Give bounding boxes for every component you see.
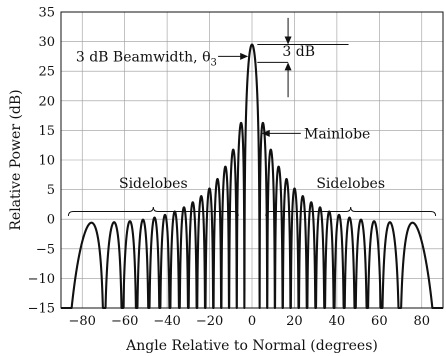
sidelobes-right-brace — [265, 206, 437, 217]
y-tick-label: 25 — [38, 65, 55, 80]
y-axis-label: Relative Power (dB) — [8, 89, 24, 230]
x-tick-label: −60 — [111, 314, 138, 329]
sidelobes-left-brace — [67, 206, 239, 217]
radiation-pattern-line — [60, 43, 444, 310]
x-tick-label: −80 — [69, 314, 96, 329]
x-axis-ticks: −80 −60 −40 −20 0 20 40 60 80 — [69, 314, 431, 329]
y-tick-label: −5 — [36, 242, 55, 257]
y-tick-label: −10 — [28, 272, 55, 287]
three-db-marker — [257, 17, 349, 98]
y-tick-label: 35 — [38, 6, 55, 21]
three-db-arrow-heads — [284, 36, 292, 71]
x-tick-label: 80 — [414, 314, 431, 329]
y-tick-label: 0 — [47, 213, 55, 228]
sidelobes-right-label: Sidelobes — [316, 176, 385, 192]
grid — [61, 11, 443, 309]
y-tick-label: −15 — [28, 302, 55, 317]
x-axis-label: Angle Relative to Normal (degrees) — [125, 338, 378, 354]
three-db-label: 3 dB — [282, 44, 315, 60]
y-tick-label: 30 — [38, 35, 55, 50]
mainlobe-arrow-head — [261, 129, 270, 137]
x-tick-label: 0 — [248, 314, 256, 329]
mainlobe-label: Mainlobe — [304, 127, 370, 143]
y-tick-label: 10 — [38, 154, 55, 169]
x-tick-label: 40 — [329, 314, 346, 329]
annotations: 3 dB Beamwidth, θ3 3 dB Mainlobe Sidelob… — [67, 17, 437, 217]
beamwidth-label-subscript: 3 — [211, 58, 217, 69]
beamwidth-label-text: 3 dB Beamwidth, θ — [76, 50, 211, 66]
beamwidth-label: 3 dB Beamwidth, θ3 — [76, 50, 217, 69]
x-tick-label: −20 — [196, 314, 223, 329]
x-tick-label: −40 — [153, 314, 180, 329]
plot-frame — [60, 11, 444, 309]
sidelobes-left-label: Sidelobes — [119, 176, 188, 192]
beamwidth-arrow-head — [240, 52, 249, 60]
x-tick-label: 20 — [286, 314, 303, 329]
y-tick-label: 15 — [38, 124, 55, 139]
x-tick-label: 60 — [371, 314, 388, 329]
y-tick-label: 20 — [38, 94, 55, 109]
y-tick-label: 5 — [47, 183, 55, 198]
y-axis-ticks: 35 30 25 20 15 10 5 0 −5 −10 −15 — [28, 6, 55, 317]
